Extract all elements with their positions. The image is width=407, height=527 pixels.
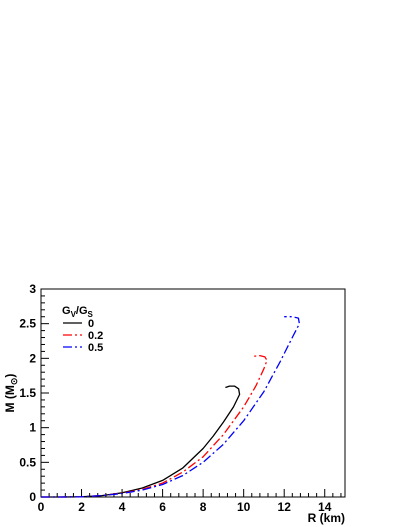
legend-title-main: G (62, 305, 71, 317)
y-axis-title-sub: ⊙ (9, 378, 19, 386)
legend-entries: 00.20.5 (63, 318, 103, 354)
y-tick-label: 1.5 (19, 386, 36, 400)
series-line-1 (41, 354, 268, 498)
y-axis-title-close: ) (3, 374, 17, 378)
x-tick-label: 10 (237, 500, 251, 514)
legend-title-sub1: V (71, 310, 77, 319)
y-tick-label: 0 (29, 490, 36, 504)
y-tick-label: 2 (29, 351, 36, 365)
legend-label-1: 0.2 (88, 330, 103, 342)
y-tick-labels: 0 0.5 1 1.5 2 2.5 3 (19, 282, 36, 504)
legend-label-2: 0.5 (88, 342, 103, 354)
legend-title: GV/GS (62, 305, 94, 319)
legend-title-slash: /G (76, 305, 88, 317)
x-tick-label: 2 (78, 500, 85, 514)
x-tick-label: 8 (200, 500, 207, 514)
x-tick-label: 14 (318, 500, 332, 514)
y-tick-label: 0.5 (19, 455, 36, 469)
x-tick-labels: 0 2 4 6 8 10 12 14 (38, 500, 332, 514)
series-line-0 (41, 385, 241, 498)
x-tick-label: 4 (119, 500, 126, 514)
x-axis-title: R (km) (308, 511, 345, 525)
y-tick-label: 2.5 (19, 317, 36, 331)
series-line-2 (41, 316, 301, 498)
x-tick-label: 6 (159, 500, 166, 514)
legend-label-0: 0 (88, 318, 94, 330)
x-tick-label: 12 (278, 500, 292, 514)
legend: GV/GS 00.20.5 (62, 305, 103, 354)
y-tick-label: 3 (29, 282, 36, 296)
x-tick-label: 0 (38, 500, 45, 514)
series-layer (41, 316, 301, 498)
y-axis-title: M (M⊙) (3, 374, 19, 413)
legend-title-sub2: S (88, 310, 94, 319)
y-tick-label: 1 (29, 421, 36, 435)
y-axis-title-main: M (M (3, 385, 17, 412)
